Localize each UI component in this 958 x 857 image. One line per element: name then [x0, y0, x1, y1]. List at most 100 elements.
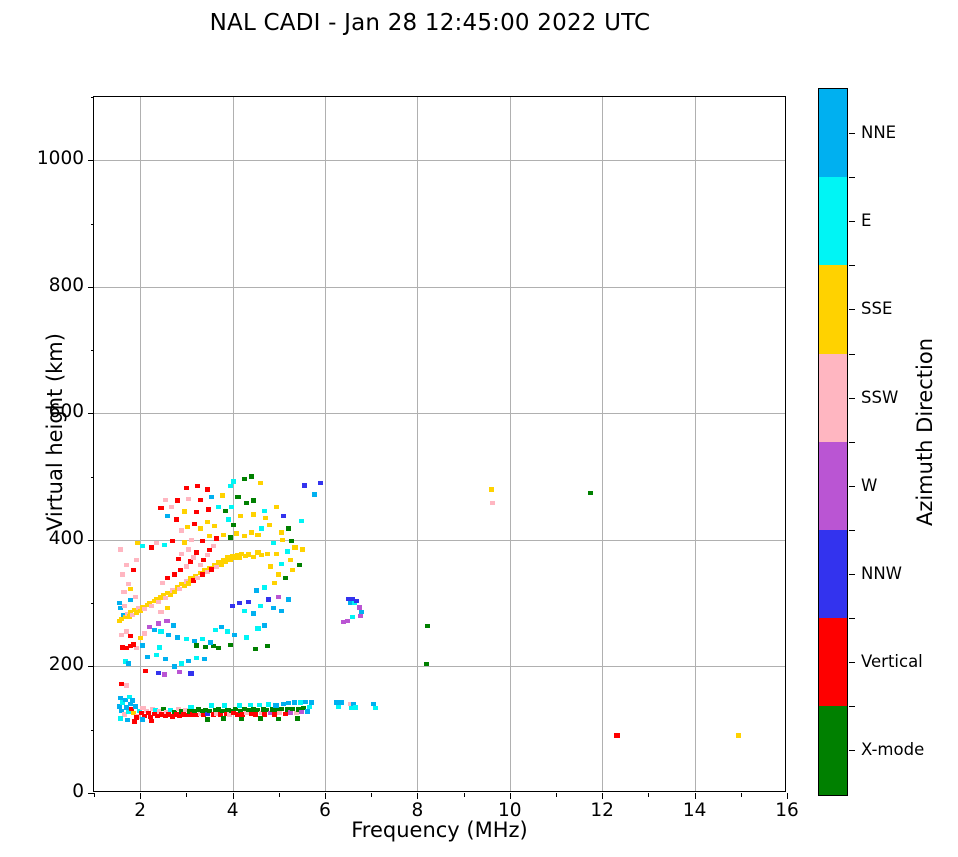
- echo-point: [128, 597, 134, 603]
- echo-point: [192, 521, 198, 527]
- echo-point: [253, 646, 259, 651]
- echo-point: [173, 712, 179, 717]
- echo-point: [230, 479, 237, 484]
- echo-point: [203, 644, 209, 650]
- echo-point: [282, 711, 288, 717]
- echo-point: [130, 612, 136, 618]
- echo-point: [373, 706, 379, 711]
- echo-point: [295, 707, 301, 712]
- echo-point: [194, 509, 200, 515]
- echo-point: [230, 603, 236, 608]
- echo-point: [350, 614, 356, 620]
- echo-point: [153, 540, 159, 546]
- echo-point: [293, 711, 299, 716]
- echo-point: [250, 611, 256, 616]
- echo-point: [121, 603, 128, 608]
- echo-point: [228, 642, 234, 648]
- echo-point: [304, 709, 310, 714]
- echo-point: [283, 575, 289, 581]
- echo-point: [235, 494, 241, 500]
- echo-point: [424, 661, 430, 667]
- echo-point: [266, 702, 272, 707]
- echo-point: [209, 567, 215, 572]
- colorbar-tick: [849, 221, 855, 223]
- colorbar-segment: [819, 265, 847, 354]
- echo-point: [241, 608, 247, 613]
- x-tick-minor: [556, 793, 557, 797]
- colorbar-label-nne: NNE: [861, 123, 897, 143]
- echo-point: [234, 552, 240, 558]
- echo-point: [159, 580, 165, 586]
- echo-point: [340, 619, 347, 625]
- echo-point: [174, 498, 180, 503]
- echo-point: [255, 550, 261, 555]
- echo-point: [171, 709, 177, 715]
- echo-point: [270, 540, 276, 546]
- echo-point: [146, 600, 152, 606]
- y-tick: [88, 160, 94, 162]
- echo-point: [224, 629, 230, 634]
- echo-point: [142, 606, 148, 612]
- echo-point: [258, 711, 264, 716]
- echo-point: [299, 709, 305, 715]
- echo-point: [216, 645, 222, 651]
- echo-point: [149, 718, 155, 724]
- echo-point: [219, 493, 225, 498]
- echo-point: [123, 683, 129, 688]
- x-tick-minor: [371, 793, 373, 797]
- echo-point: [289, 538, 295, 544]
- echo-point: [210, 712, 216, 717]
- echo-point: [194, 550, 200, 555]
- echo-point: [137, 635, 143, 641]
- chart-title: NAL CADI - Jan 28 12:45:00 2022 UTC: [209, 10, 651, 36]
- colorbar-segment: [819, 441, 847, 531]
- echo-point: [255, 707, 261, 713]
- echo-point: [735, 733, 742, 738]
- colorbar-segment: [819, 177, 847, 266]
- echo-point: [243, 635, 249, 640]
- y-tick: [88, 666, 94, 668]
- echo-point: [204, 519, 210, 525]
- y-tick-minor: [90, 97, 94, 98]
- echo-point: [197, 497, 203, 503]
- echo-point: [262, 508, 268, 513]
- echo-point: [240, 712, 246, 717]
- x-tick-minor: [278, 793, 280, 797]
- echo-point: [291, 700, 298, 705]
- echo-point: [120, 645, 126, 650]
- gridline-horizontal: [94, 286, 785, 288]
- echo-point: [347, 701, 353, 706]
- echo-point: [190, 712, 196, 717]
- echo-point: [179, 661, 185, 666]
- echo-point: [119, 708, 125, 713]
- echo-point: [238, 513, 244, 519]
- echo-point: [290, 568, 296, 573]
- echo-point: [197, 526, 203, 531]
- x-tick-label: 14: [682, 800, 707, 821]
- colorbar-label-sse: SSE: [861, 299, 893, 319]
- echo-point: [218, 562, 224, 567]
- y-tick-minor: [90, 729, 94, 731]
- echo-point: [284, 707, 290, 712]
- echo-point: [250, 498, 256, 503]
- echo-point: [142, 713, 148, 718]
- echo-point: [172, 572, 178, 577]
- echo-point: [267, 711, 274, 716]
- echo-point: [200, 572, 206, 577]
- echo-point: [425, 623, 431, 629]
- echo-point: [174, 635, 180, 640]
- echo-point: [246, 552, 252, 557]
- echo-point: [127, 701, 133, 706]
- echo-point: [161, 672, 167, 677]
- echo-point: [168, 707, 174, 713]
- echo-point: [123, 563, 129, 568]
- gridline-vertical: [694, 97, 696, 791]
- echo-point: [145, 711, 152, 716]
- data-canvas: [94, 97, 785, 791]
- echo-point: [162, 713, 168, 718]
- echo-point: [184, 525, 190, 530]
- colorbar-segment: [819, 618, 847, 707]
- echo-point: [188, 671, 194, 676]
- echo-point: [166, 712, 172, 717]
- echo-point: [130, 568, 136, 573]
